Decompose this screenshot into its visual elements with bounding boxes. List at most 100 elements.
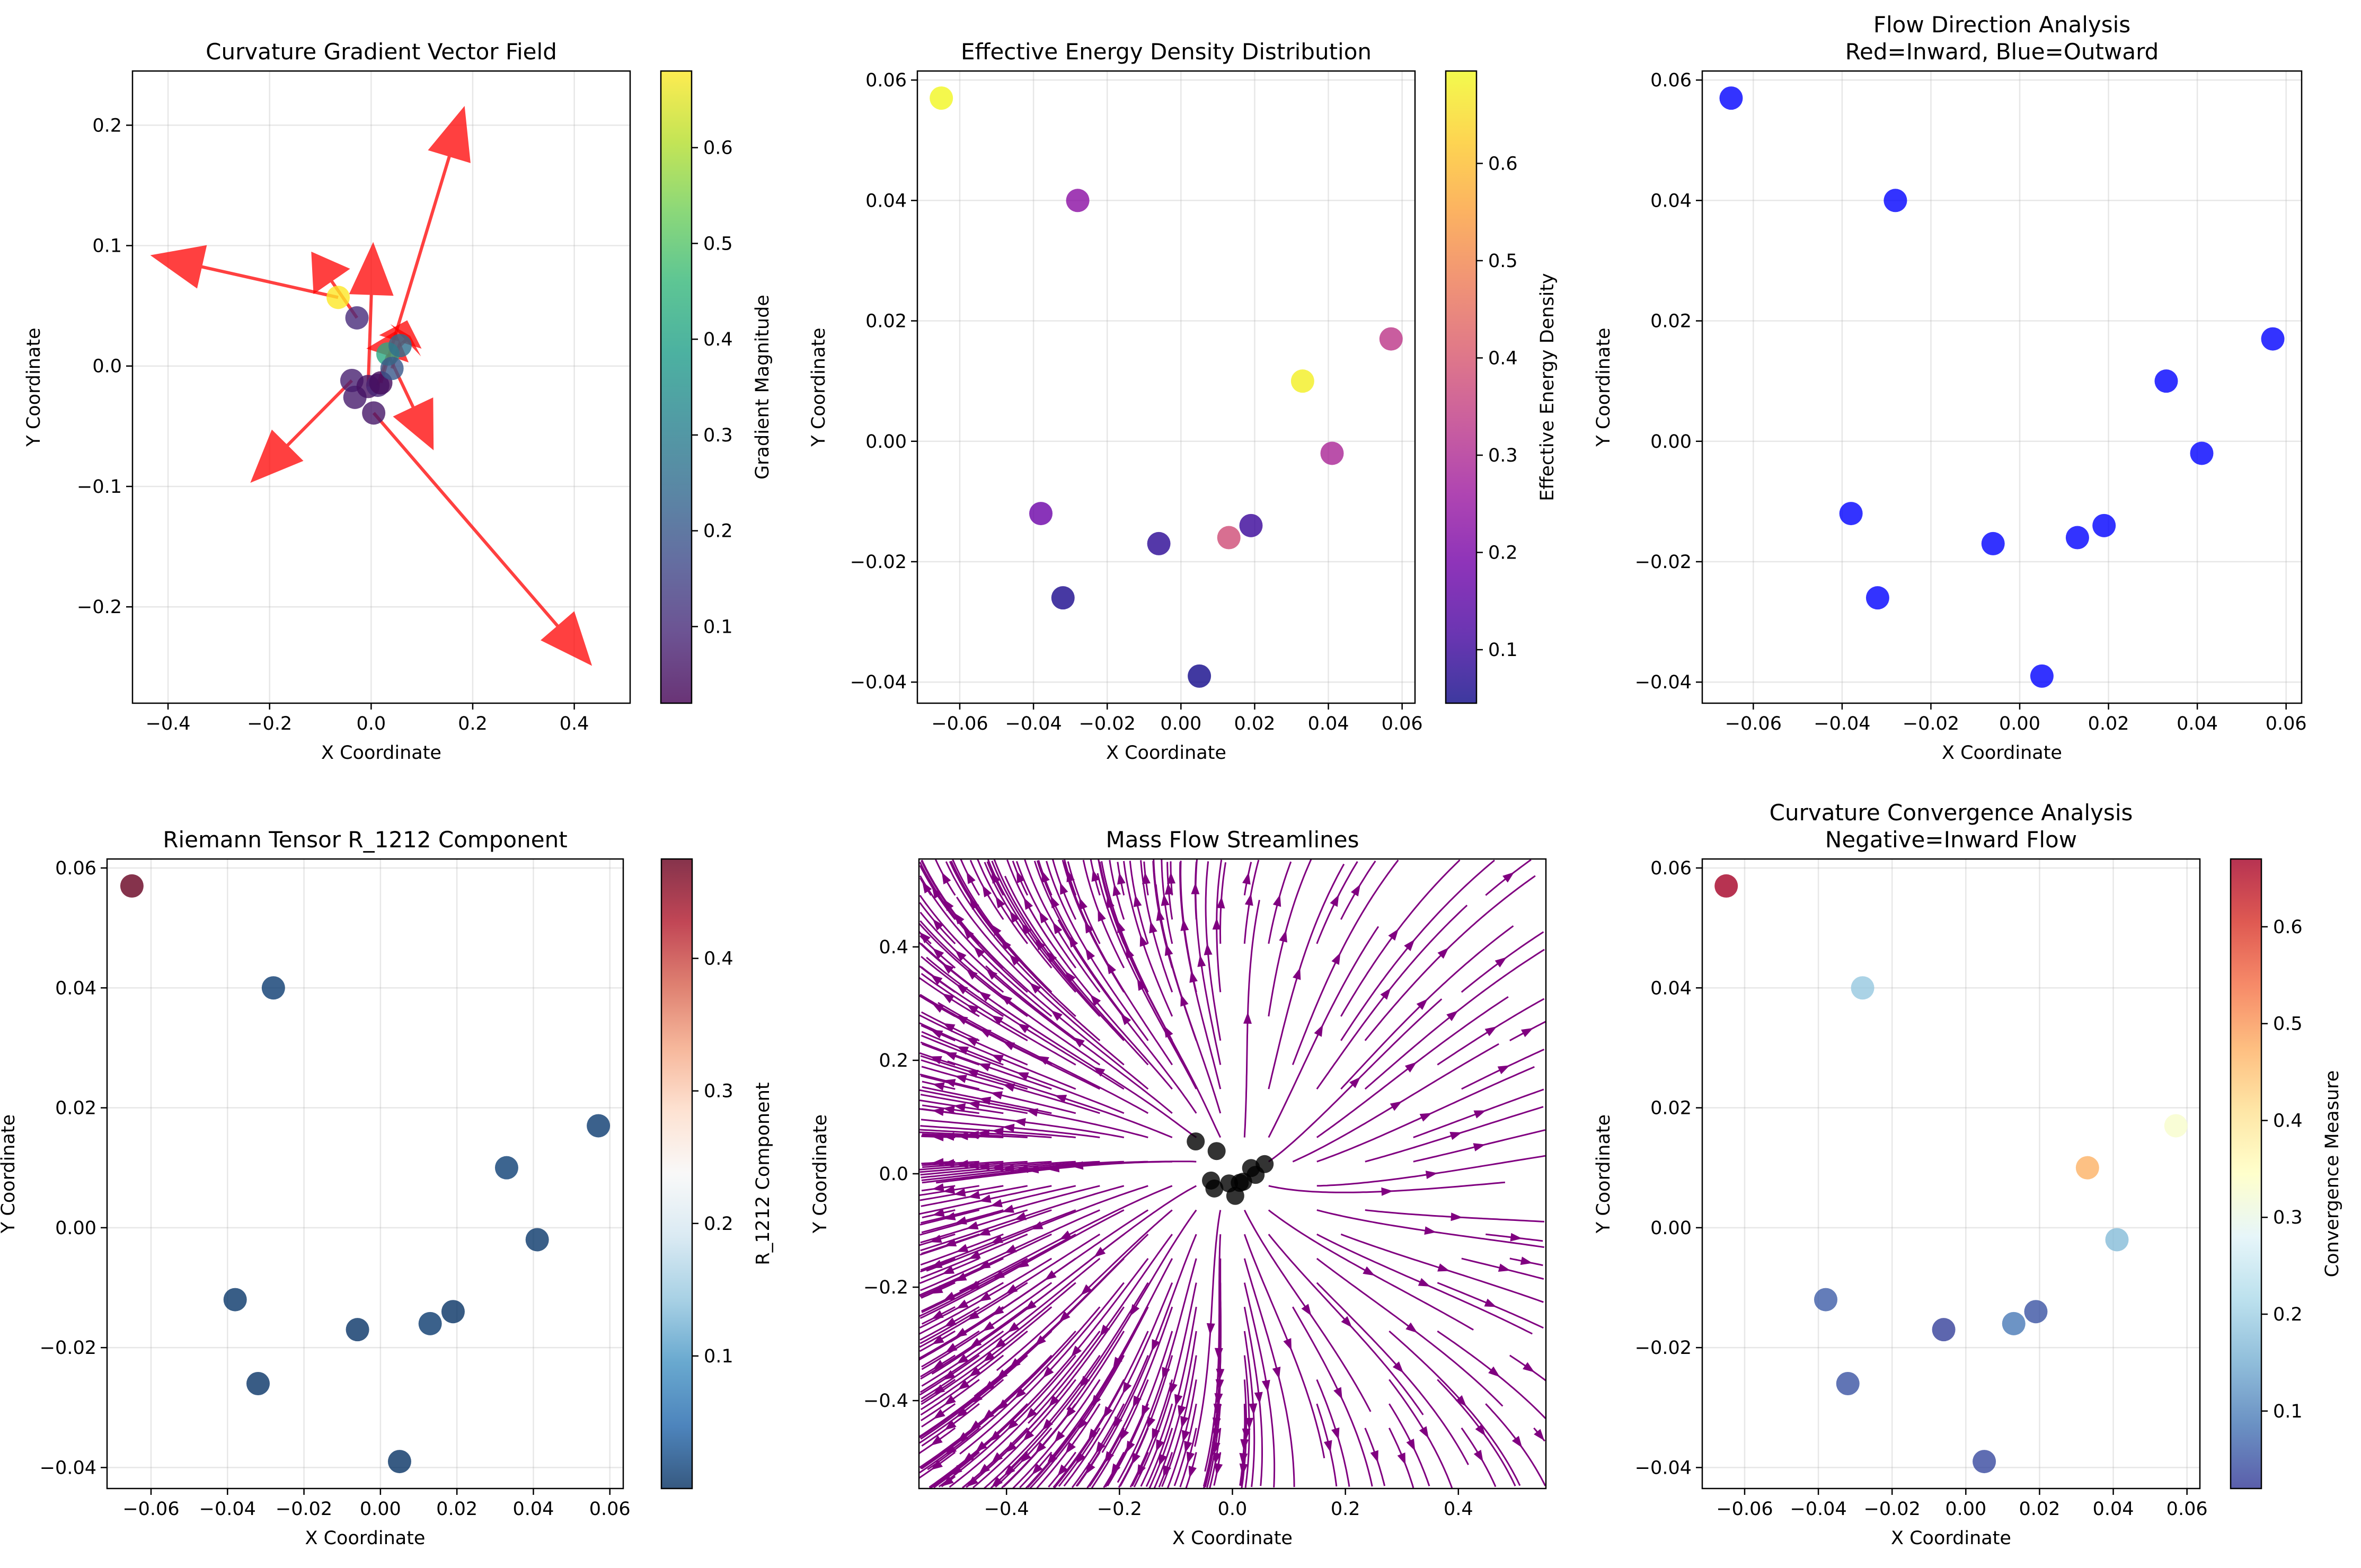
streamline-arrow [1169,1383,1178,1395]
streamline-arrow [1002,1204,1014,1213]
streamline-arrow [1014,1212,1027,1220]
streamline-arrow [1418,1278,1431,1287]
colorbar: 0.1 0.2 0.3 0.4 0.5 0.6 Gradient Magnitude [660,70,773,704]
streamline-arrow [1152,1339,1160,1352]
streamline-arrow [1104,1451,1114,1464]
streamline-arrow [969,1337,982,1348]
streamline-arrow [991,924,1002,936]
data-point [1320,441,1344,465]
streamline-arrow [1000,938,1011,951]
streamline-arrow [1495,957,1507,968]
y-tick-label: 0.00 [1650,431,1692,453]
chart-title: Effective Energy Density Distribution [961,39,1372,65]
y-tick-label: 0.02 [55,1098,96,1119]
data-point [1205,1179,1224,1198]
streamline-arrow [983,1351,995,1362]
streamline-arrow [1112,883,1121,897]
subplot-1: −0.4 −0.2 0.0 0.2 0.4 −0.2 −0.1 0.0 0.1 0.2 X Coor… [23,39,773,764]
x-tick-label: −0.02 [276,1499,332,1520]
streamline-arrow [979,1292,992,1302]
subplot-3: −0.06 −0.04 −0.02 0.00 0.02 0.04 0.06 −0.04 −0.0… [1593,12,2307,764]
streamline-arrow [1031,1221,1044,1230]
streamline-arrow [1380,988,1391,1000]
streamline-arrow [1139,934,1148,947]
streamline-arrow [1073,1037,1085,1048]
colorbar-tick-label: 0.6 [2273,917,2303,938]
streamline [1268,859,1312,1017]
streamline-arrow [1419,1426,1429,1439]
streamline-arrow [1388,928,1399,941]
streamline [1005,1282,1149,1473]
x-tick-label: 0.00 [1945,1499,1986,1520]
streamline-arrow [1016,1072,1029,1080]
data-point [1865,586,1889,610]
streamline-arrow [1497,1065,1510,1075]
streamline-arrow [1242,1428,1251,1441]
subplot-4: −0.06 −0.04 −0.02 0.00 0.02 0.04 0.06 −0.04 −0.0… [0,827,774,1549]
x-tick-label: 0.02 [436,1499,477,1520]
colorbar-tick-label: 0.5 [1488,251,1518,272]
streamline-arrow [1184,1440,1192,1454]
streamline-arrow [1142,872,1151,884]
chart-subtitle: Negative=Inward Flow [1825,827,2077,853]
streamline-arrow [963,927,974,940]
streamline-arrow [1405,1322,1418,1333]
x-axis-label: X Coordinate [1942,742,2062,764]
streamline-arrow [978,1260,991,1269]
streamline-arrow [982,885,992,898]
streamline-arrow [931,1435,943,1446]
streamline-arrow [1189,970,1198,983]
data-point [1379,327,1403,351]
streamline-arrow [944,1445,957,1455]
streamline-arrow [1014,1387,1027,1399]
streamline-arrow [975,1441,987,1452]
streamline-arrow [932,1335,944,1345]
streamline-arrow [1021,923,1032,935]
y-tick-label: −0.02 [1635,552,1692,573]
streamline [1155,884,1222,1114]
y-tick-label: 0.1 [92,235,122,256]
y-axis-label: Y Coordinate [1593,1114,1614,1234]
colorbar-label: Convergence Measure [2322,1070,2343,1278]
colorbar: 0.1 0.2 0.3 0.4 0.5 0.6 Convergence Measure [2230,858,2343,1490]
streamline-arrow [977,1129,990,1138]
x-tick-label: 0.06 [589,1499,631,1520]
streamline-arrow [1180,1415,1189,1429]
streamline-arrow [967,1310,980,1321]
streamline-arrow [1181,1430,1190,1442]
streamline-arrow [1016,871,1025,883]
streamline-arrow [1473,1110,1486,1119]
streamline-arrow [1010,910,1020,923]
x-tick-label: 0.04 [1308,713,1349,734]
y-tick-label: 0.06 [865,70,907,91]
y-tick-label: −0.04 [1635,672,1692,693]
streamline-arrow [1048,1395,1060,1407]
streamline-arrow [950,1465,962,1476]
streamline-arrow [1254,1392,1263,1404]
y-tick-label: 0.02 [1650,311,1692,332]
x-tick-label: 0.06 [1382,713,1423,734]
data-point [380,357,404,380]
streamline-arrow [1079,897,1087,910]
x-tick-label: −0.2 [247,713,292,734]
grid [1702,71,2302,703]
subplot-6: −0.06 −0.04 −0.02 0.00 0.02 0.04 0.06 −0.04 −0.0… [1593,800,2343,1549]
streamline-arrow [1156,1439,1164,1452]
streamline-arrow [1129,1304,1140,1317]
streamline-arrow [1059,1311,1071,1323]
colorbar-tick-label: 0.3 [2273,1207,2303,1228]
streamline-arrow [1091,869,1100,882]
streamline-arrow [978,1227,991,1236]
y-tick-label: 0.06 [1650,70,1692,91]
streamline [1437,1330,1546,1419]
x-tick-label: −0.06 [1725,713,1782,734]
streamline [1340,859,1461,1017]
data-point [2190,441,2214,465]
streamline [1243,1234,1325,1458]
streamline-arrow [1026,1108,1039,1117]
x-axis-label: X Coordinate [305,1528,426,1549]
streamline-arrow [1098,909,1106,922]
streamline-arrow [942,993,954,1004]
streamline-arrow [997,1399,1009,1411]
x-tick-label: −0.02 [1903,713,1959,734]
